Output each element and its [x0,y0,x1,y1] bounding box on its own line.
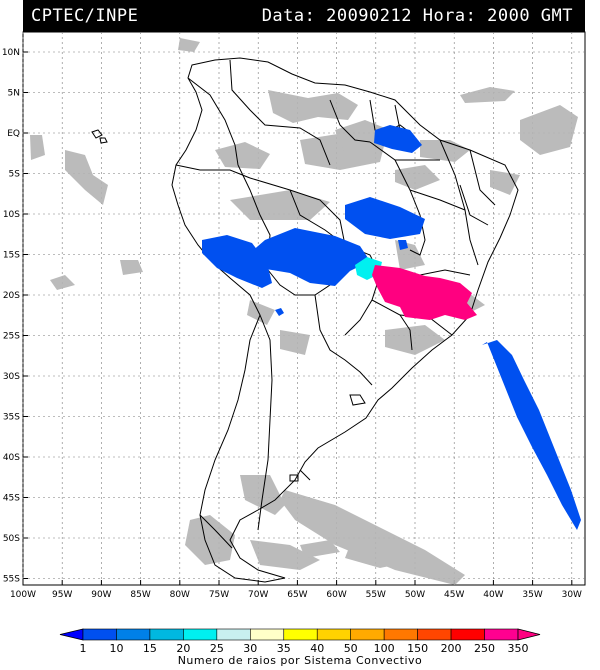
lon-label: 55W [366,590,386,600]
lat-label: 45S [3,494,20,504]
lat-label: 15S [3,251,20,261]
legend-swatch [283,628,318,641]
legend-arrow-right [517,628,541,641]
legend-swatch [149,628,184,641]
lon-label: 35W [522,590,542,600]
legend-swatch [350,628,385,641]
legend-label: 1 [80,642,87,655]
legend-swatch [116,628,151,641]
lat-label: 5N [8,89,20,99]
latitude-labels: 10N 5N EQ 5S 10S 15S 20S 25S 30S 35S 40S 45S 50S 55S [2,48,20,585]
legend-label: 10 [109,642,123,655]
lat-label: 30S [3,372,20,382]
lon-label: 40W [483,590,503,600]
lon-label: 70W [248,590,268,600]
lon-label: 100W [10,590,36,600]
lat-label: 50S [3,534,20,544]
cluster-equator [374,125,422,153]
cluster-small [275,308,284,316]
lat-label: 35S [3,413,20,423]
legend-label: 20 [176,642,190,655]
lat-label: EQ [7,129,20,139]
cluster-peru [202,235,272,288]
cluster-bolivia [250,228,370,286]
lon-label: 75W [209,590,229,600]
lon-label: 45W [444,590,464,600]
cloud-cover [30,38,578,585]
cluster-small-2 [398,240,408,250]
lon-label: 85W [130,590,150,600]
legend-label: 250 [474,642,495,655]
lat-label: 5S [9,170,21,180]
legend-label: 25 [210,642,224,655]
lat-label: 10S [3,210,20,220]
lat-label: 10N [2,48,20,58]
lon-label: 80W [170,590,190,600]
lon-label: 60W [326,590,346,600]
legend-swatch [82,628,117,641]
legend-label: 50 [344,642,358,655]
lat-label: 40S [3,453,20,463]
lon-label: 30W [562,590,582,600]
legend-swatch [417,628,452,641]
lightning-clusters [202,125,581,530]
title-bar: CPTEC/INPE Data: 20090212 Hora: 2000 GMT [23,0,585,32]
lon-label: 90W [91,590,111,600]
legend-label: 40 [310,642,324,655]
legend-label: 150 [407,642,428,655]
legend-label: 350 [508,642,529,655]
legend-label: 35 [277,642,291,655]
source-label: CPTEC/INPE [31,6,139,26]
legend-swatch [383,628,418,641]
lon-label: 95W [52,590,72,600]
legend-swatch [484,628,519,641]
lat-label: 20S [3,291,20,301]
legend-swatch [183,628,218,641]
cluster-central-north [345,197,425,239]
legend-swatch [216,628,251,641]
legend-swatch [450,628,485,641]
legend-label: 200 [441,642,462,655]
legend-label: 30 [243,642,257,655]
legend-caption: Numero de raios por Sistema Convectivo [177,654,423,667]
legend-swatch [250,628,285,641]
datetime-label: Data: 20090212 Hora: 2000 GMT [261,6,573,26]
lon-label: 50W [405,590,425,600]
lon-label: 65W [287,590,307,600]
lat-label: 55S [3,575,20,585]
legend-arrow-left [59,628,84,641]
color-legend: 1 10 15 20 25 30 35 40 50 100 150 200 250 350 [59,628,541,655]
cluster-atlantic [482,340,581,530]
lat-label: 25S [3,332,20,342]
legend-label: 100 [374,642,395,655]
legend-swatch [316,628,351,641]
longitude-labels: 100W 95W 90W 85W 80W 75W 70W 65W 60W 55W 50W 45W 40W… [10,590,582,600]
cluster-pink [372,265,477,320]
legend-label: 15 [143,642,157,655]
